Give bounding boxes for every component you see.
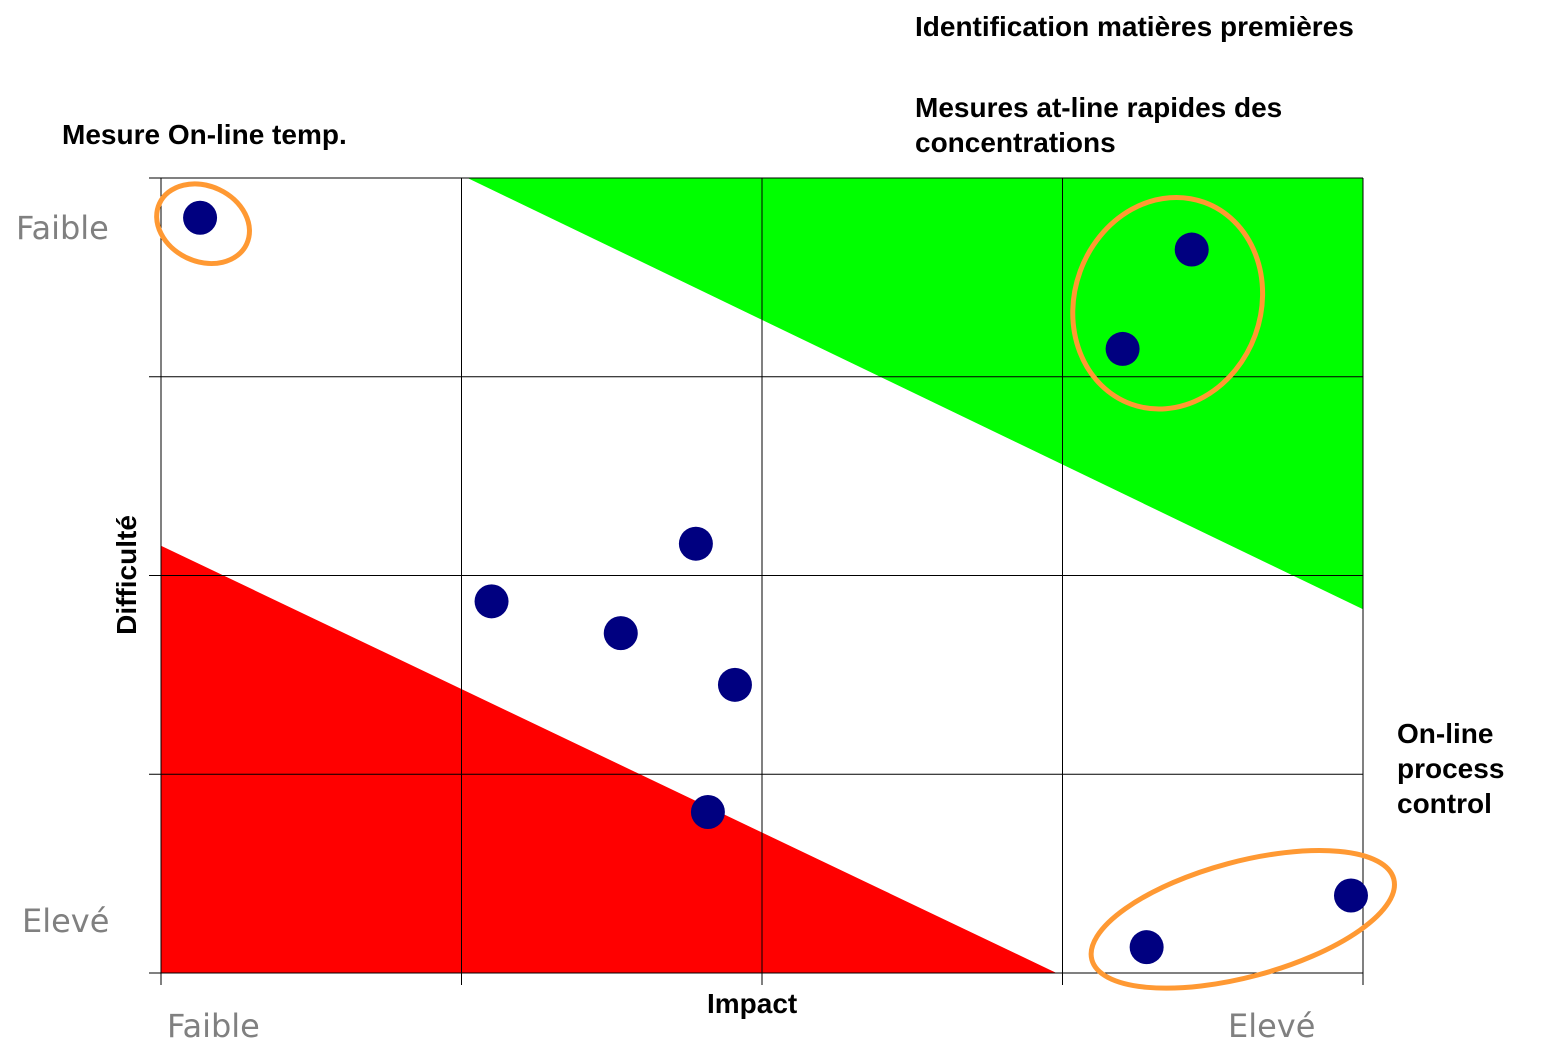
x-tick-label-high: Elevé [1228, 1007, 1316, 1045]
y-tick-label-bottom: Elevé [22, 902, 110, 940]
points-layer [183, 200, 1368, 965]
highlights-layer [154, 181, 1397, 991]
data-point-0 [183, 200, 218, 235]
highlight-ellipse-2 [1088, 848, 1397, 991]
data-point-8 [1129, 930, 1164, 965]
data-point-4 [717, 667, 752, 702]
regions-layer [161, 178, 1363, 973]
region-0 [467, 178, 1363, 610]
data-point-2 [603, 616, 638, 651]
data-point-3 [678, 526, 713, 561]
data-point-5 [690, 795, 725, 830]
y-axis-title: Difficulté [111, 515, 142, 635]
annotation-at-line: Mesures at-line rapides des concentratio… [915, 92, 1283, 158]
data-point-6 [1105, 331, 1140, 366]
grid-layer [149, 177, 1364, 985]
x-axis-title: Impact [707, 988, 798, 1019]
y-tick-label-top: Faible [16, 209, 109, 247]
data-point-9 [1333, 878, 1368, 913]
x-tick-label-low: Faible [167, 1007, 260, 1045]
highlight-ellipse-0 [154, 181, 252, 267]
annotation-identification: Identification matières premières [915, 11, 1354, 42]
annotation-on-line-temp: Mesure On-line temp. [62, 119, 347, 150]
data-point-1 [474, 584, 509, 619]
region-1 [161, 545, 1057, 973]
annotation-process-control: On-line process control [1397, 718, 1505, 819]
data-point-7 [1174, 232, 1209, 267]
highlight-ellipse-1 [1070, 194, 1266, 412]
